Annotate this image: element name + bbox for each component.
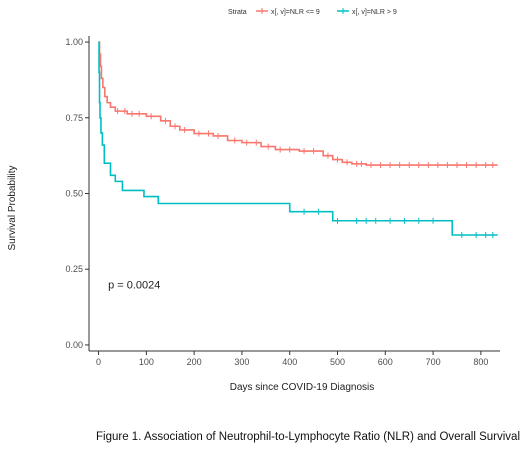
x-tick-label: 400 [282, 357, 297, 367]
x-axis-title: Days since COVID-19 Diagnosis [230, 382, 375, 393]
legend-label-nlr-high: x[, v]=NLR > 9 [352, 9, 397, 16]
survival-curve-nlr-low [98, 41, 498, 166]
y-tick-label: 0.75 [65, 113, 83, 123]
x-tick-label: 0 [96, 357, 101, 367]
y-tick-label: 0.00 [65, 340, 83, 350]
x-tick-label: 300 [234, 357, 249, 367]
x-tick-label: 800 [473, 357, 488, 367]
ticks: 0 100 200 300 400 500 600 700 800 0.00 0.25 0.50 0.7… [65, 37, 488, 367]
curves [98, 41, 498, 238]
y-tick-label: 0.50 [65, 189, 83, 199]
y-tick-label: 0.25 [65, 264, 83, 274]
y-tick-label: 1.00 [65, 37, 83, 47]
p-value-annotation: p = 0.0024 [108, 279, 160, 291]
legend: Strata x[, v]=NLR <= 9 x[, v]=NLR > 9 [228, 8, 397, 16]
survival-curve-nlr-high [98, 41, 498, 236]
figure-caption: Figure 1. Association of Neutrophil-to-L… [96, 431, 520, 443]
y-axis-title: Survival Probability [7, 165, 18, 250]
x-tick-label: 700 [426, 357, 441, 367]
axes [88, 36, 500, 352]
legend-label-nlr-low: x[, v]=NLR <= 9 [271, 9, 320, 16]
x-tick-label: 600 [378, 357, 393, 367]
x-tick-label: 200 [187, 357, 202, 367]
legend-title: Strata [228, 9, 247, 16]
x-tick-label: 100 [139, 357, 154, 367]
x-tick-label: 500 [330, 357, 345, 367]
